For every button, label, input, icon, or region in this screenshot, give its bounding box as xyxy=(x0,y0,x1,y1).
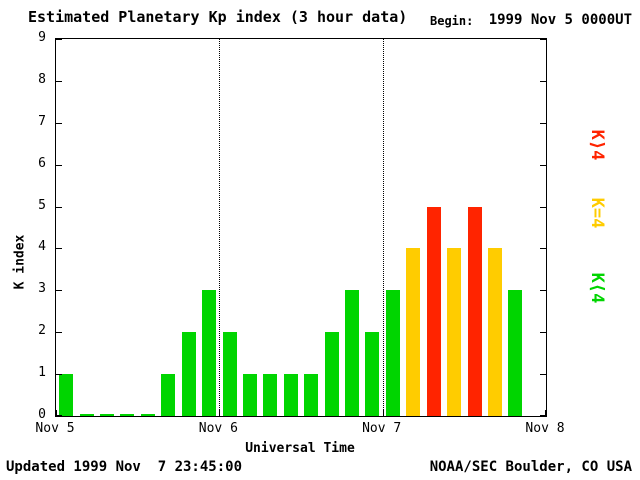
kp-bar xyxy=(345,290,360,416)
y-axis-tick xyxy=(56,374,62,376)
y-axis-tick xyxy=(56,415,62,416)
kp-bar xyxy=(283,374,298,416)
kp-bar xyxy=(59,374,74,416)
x-tick-label: Nov 8 xyxy=(525,421,565,436)
y-tick-label: 5 xyxy=(38,197,46,213)
y-axis-tick xyxy=(540,80,546,82)
y-tick-label: 8 xyxy=(38,71,46,87)
updated-timestamp: Updated 1999 Nov 7 23:45:00 xyxy=(6,459,243,475)
y-axis-tick xyxy=(56,164,62,166)
kp-bar xyxy=(426,206,441,416)
y-axis-tick xyxy=(540,374,546,376)
x-axis-tick xyxy=(545,410,546,416)
x-axis-tick xyxy=(56,410,57,416)
chart-title: Estimated Planetary Kp index (3 hour dat… xyxy=(28,8,408,26)
y-axis-tick xyxy=(56,206,62,208)
kp-bar xyxy=(120,414,135,416)
day-boundary-line xyxy=(219,39,221,416)
y-axis-tick xyxy=(56,80,62,82)
kp-bar xyxy=(487,248,502,416)
kp-bar xyxy=(222,332,237,416)
y-tick-label: 0 xyxy=(38,407,46,422)
y-axis-tick xyxy=(56,332,62,334)
x-axis-tick xyxy=(219,410,221,416)
kp-bar xyxy=(140,414,155,416)
begin-label: Begin: xyxy=(430,14,474,28)
kp-bar xyxy=(161,374,176,416)
source-attribution: NOAA/SEC Boulder, CO USA xyxy=(429,459,632,475)
y-axis-tick xyxy=(540,39,546,40)
y-tick-label: 2 xyxy=(38,323,46,339)
day-boundary-line xyxy=(382,39,384,416)
x-axis-tick xyxy=(382,410,384,416)
y-axis-tick xyxy=(540,415,546,416)
kp-bar xyxy=(365,332,380,416)
y-tick-label: 1 xyxy=(38,365,46,381)
kp-bar xyxy=(304,374,319,416)
x-tick-label: Nov 7 xyxy=(362,421,402,436)
y-axis-tick xyxy=(540,206,546,208)
y-axis-tick xyxy=(56,290,62,292)
kp-bar xyxy=(447,248,462,416)
y-axis-tick xyxy=(56,39,62,40)
y-tick-label: 4 xyxy=(38,239,46,255)
y-axis-tick xyxy=(56,122,62,124)
kp-bar xyxy=(324,332,339,416)
legend-item: K=4 xyxy=(587,197,607,229)
begin-start-datetime: 1999 Nov 5 0000UT xyxy=(488,12,632,28)
kp-bar xyxy=(100,414,115,416)
y-axis-tick xyxy=(540,248,546,250)
y-axis-tick xyxy=(540,332,546,334)
y-tick-label: 7 xyxy=(38,113,46,129)
y-axis-tick xyxy=(540,290,546,292)
x-axis-label: Universal Time xyxy=(245,441,355,456)
y-tick-label: 9 xyxy=(38,30,46,45)
y-tick-label: 6 xyxy=(38,155,46,171)
y-axis-tick xyxy=(540,122,546,124)
legend-item: K⟨4 xyxy=(587,272,607,304)
kp-bar xyxy=(406,248,421,416)
y-tick-label: 3 xyxy=(38,281,46,297)
kp-bar xyxy=(263,374,278,416)
kp-bar xyxy=(242,374,257,416)
x-tick-label: Nov 5 xyxy=(35,421,75,436)
kp-bar xyxy=(79,414,94,416)
kp-bar xyxy=(385,290,400,416)
plot-area xyxy=(55,38,547,417)
kp-bar xyxy=(202,290,217,416)
x-tick-label: Nov 6 xyxy=(198,421,238,436)
y-axis-tick xyxy=(540,164,546,166)
legend-item: K⟩4 xyxy=(587,129,607,161)
y-axis-tick xyxy=(56,248,62,250)
kp-bar xyxy=(181,332,196,416)
kp-bar xyxy=(467,206,482,416)
kp-bar xyxy=(508,290,523,416)
